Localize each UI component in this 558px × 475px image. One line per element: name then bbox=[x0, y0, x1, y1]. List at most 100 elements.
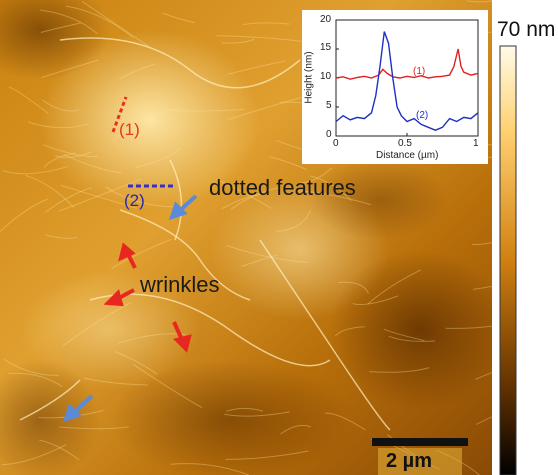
terrace-ridge bbox=[476, 416, 492, 425]
marker-2-label: (2) bbox=[124, 191, 145, 210]
terrace-ridge bbox=[8, 372, 63, 388]
terrace-ridge bbox=[296, 190, 372, 206]
terrace-ridge bbox=[310, 175, 352, 201]
terrace-ridge bbox=[227, 60, 286, 75]
terrace-ridge bbox=[44, 187, 92, 213]
wrinkles-label: wrinkles bbox=[140, 272, 220, 297]
inset-background bbox=[302, 10, 488, 164]
terrace-ridge bbox=[1, 444, 67, 466]
terrace-ridge bbox=[40, 22, 81, 33]
terrace-ridge bbox=[3, 165, 69, 175]
terrace-ridge bbox=[135, 147, 182, 168]
terrace-ridge bbox=[41, 59, 99, 78]
terrace-ridge bbox=[162, 12, 196, 24]
inset-ytick-1: 5 bbox=[326, 100, 332, 111]
colorbar bbox=[499, 45, 517, 475]
terrace-ridge bbox=[60, 184, 138, 209]
terrace-ridge bbox=[27, 121, 88, 129]
terrace-ridge bbox=[132, 363, 203, 409]
terrace-ridge bbox=[169, 108, 244, 112]
terrace-ridge bbox=[43, 152, 76, 168]
terrace-ridge bbox=[324, 412, 366, 431]
wrinkle-arrows bbox=[103, 242, 192, 353]
terrace-ridge bbox=[388, 335, 436, 342]
terrace-ridge bbox=[42, 99, 80, 112]
inset-series-2-label: (2) bbox=[416, 110, 429, 121]
terrace-ridge bbox=[228, 96, 303, 120]
terrace-ridge bbox=[105, 186, 175, 208]
terrace-ridge bbox=[225, 450, 309, 460]
terrace-ridge bbox=[467, 0, 492, 3]
terrace-ridge bbox=[63, 154, 122, 174]
red-arrow-mid-head bbox=[103, 289, 124, 307]
dotted-feature-arrows bbox=[62, 194, 198, 423]
terrace-ridge bbox=[40, 9, 98, 35]
terrace-ridge bbox=[216, 35, 305, 43]
terrace-ridge bbox=[224, 411, 290, 417]
terrace-ridge bbox=[473, 285, 492, 290]
inset-ytick-4: 20 bbox=[320, 14, 332, 25]
terrace-ridge bbox=[112, 107, 184, 141]
scale-bar-label-bg bbox=[378, 448, 462, 475]
inset-xlabel: Distance (µm) bbox=[376, 150, 439, 161]
terrace-ridge bbox=[334, 326, 365, 337]
series-2-line bbox=[335, 31, 479, 131]
inset-ylabel: Height (nm) bbox=[303, 51, 315, 104]
terrace-ridge bbox=[39, 439, 80, 461]
blue-arrow-lower-head bbox=[62, 403, 82, 423]
terrace-ridge bbox=[241, 254, 277, 267]
terrace-ridge bbox=[25, 174, 75, 208]
terrace-ridge bbox=[8, 86, 49, 114]
inset-xtick-2: 1 bbox=[473, 138, 479, 149]
terrace-ridge bbox=[367, 269, 422, 305]
terrace-ridge bbox=[369, 367, 430, 373]
terrace-ridge bbox=[45, 234, 78, 239]
terrace-ridge bbox=[280, 424, 311, 435]
terrace-ridge bbox=[43, 144, 99, 158]
inset-series-1-label: (1) bbox=[413, 66, 426, 77]
inset-ytick-3: 15 bbox=[320, 42, 332, 53]
terrace-ridge bbox=[62, 302, 132, 347]
terrace-ridge bbox=[230, 187, 280, 210]
terrace-ridge bbox=[242, 22, 290, 26]
terrace-ridge bbox=[119, 63, 156, 80]
series-1-line bbox=[335, 48, 479, 80]
terrace-ridge bbox=[221, 193, 266, 210]
inset-ytick-2: 10 bbox=[320, 71, 332, 82]
terrace-ridge bbox=[83, 377, 148, 386]
terrace-ridge bbox=[3, 358, 59, 376]
terrace-ridge bbox=[221, 38, 255, 44]
inset-plot bbox=[302, 10, 488, 164]
blue-arrow-upper-head bbox=[168, 201, 188, 221]
terrace-ridge bbox=[59, 426, 129, 430]
terrace-ridge bbox=[114, 351, 158, 375]
terrace-ridge bbox=[59, 178, 141, 212]
terrace-ridge bbox=[475, 371, 492, 380]
terrace-ridge bbox=[111, 238, 172, 270]
terrace-ridge bbox=[300, 167, 333, 184]
colorbar-max-label: 70 nm bbox=[497, 18, 556, 41]
terrace-ridge bbox=[352, 295, 399, 306]
terrace-ridge bbox=[268, 156, 307, 170]
terrace-ridge bbox=[445, 325, 492, 329]
terrace-ridge bbox=[226, 407, 264, 412]
terrace-ridge bbox=[383, 328, 425, 342]
profile-line-1 bbox=[111, 96, 128, 133]
terrace-ridge bbox=[81, 0, 150, 47]
terrace-ridge bbox=[216, 178, 272, 209]
dotted-features-label: dotted features bbox=[209, 175, 356, 200]
terrace-ridge bbox=[55, 151, 92, 158]
terrace-ridge bbox=[337, 281, 369, 294]
terrace-ridge bbox=[275, 210, 311, 232]
scale-bar-label: 2 µm bbox=[386, 450, 432, 472]
scale-bar bbox=[372, 438, 468, 446]
red-arrow-top-head bbox=[118, 242, 136, 262]
terrace-ridge bbox=[226, 244, 309, 263]
terrace-ridge bbox=[0, 198, 48, 232]
red-arrow-bottom-head bbox=[173, 334, 192, 353]
inset-ytick-0: 0 bbox=[326, 129, 332, 140]
inset-xtick-1: 0.5 bbox=[398, 138, 412, 149]
terrace-ridge bbox=[170, 463, 249, 475]
terrace-ridge bbox=[472, 242, 492, 246]
